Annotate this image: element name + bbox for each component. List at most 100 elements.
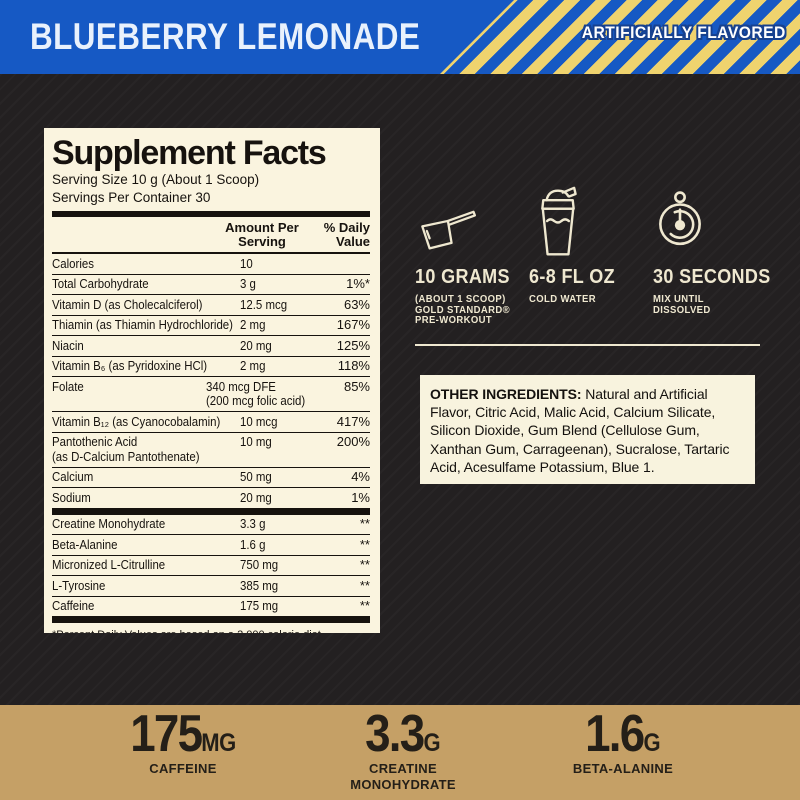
facts-table-row: Pantothenic Acid (as D-Calcium Pantothena… [52,431,370,467]
creatine-unit: G [423,729,441,757]
timer-icon [653,184,765,260]
nutrient-daily-value: 118% [337,358,370,373]
creatine-amount: 3.3 [365,705,425,763]
caffeine-amount: 175 [130,705,203,763]
facts-table-row: Calories 10 [52,254,370,274]
seconds-title: 30 SECONDS [653,266,771,288]
nutrient-amount: 50 mg [240,469,272,484]
stat-creatine: 3.3G CREATINE MONOHYDRATE [293,705,513,800]
nutrient-daily-value: ** [359,516,370,531]
nutrient-name: Niacin [52,337,84,353]
nutrient-amount: 10 mcg [240,413,278,429]
instruction-water: 6-8 FL OZ COLD WATER [529,184,653,327]
beta-alanine-label: BETA-ALANINE [572,761,674,776]
instruction-scoop: 10 GRAMS (ABOUT 1 SCOOP) GOLD STANDARD® … [415,184,529,327]
stat-beta-alanine: 1.6G BETA-ALANINE [513,705,733,800]
facts-table-row: Folate 340 mcg DFE (200 mcg folic acid) 8… [52,376,370,411]
nutrient-name: Micronized L-Citrulline [52,557,166,572]
facts-table-row: Thiamin (as Thiamin Hydrochloride) 2 mg … [52,314,370,336]
facts-table-row: Micronized L-Citrulline 750 mg ** [52,554,370,576]
section-divider-bar [52,507,370,515]
supplement-facts-panel: Supplement Facts Serving Size 10 g (Abou… [44,128,380,633]
facts-table-row: Calcium 50 mg 4% [52,466,370,488]
facts-table-row: Total Carbohydrate 3 g 1%* [52,273,370,295]
creatine-label: CREATINE MONOHYDRATE [350,761,456,792]
section-divider-bar [52,616,370,623]
nutrient-amount: 20 mg [240,337,272,353]
fluid-oz-subtitle: COLD WATER [529,294,596,305]
nutrient-daily-value: 125% [336,337,370,353]
nutrient-amount: 10 mg [240,434,272,449]
facts-table-row: Vitamin B₁₂ (as Cyanocobalamin) 10 mcg 4… [52,411,370,432]
artificially-flavored-label: ARTIFICIALLY FLAVORED [581,23,786,42]
other-ingredients-text: Natural and Artificial Flavor, Citric Ac… [430,386,730,475]
amount-per-serving-header: Amount Per Serving [225,220,299,249]
caffeine-label: CAFFEINE [149,761,217,776]
facts-footnotes: *Percent Daily Values are based on a 2,0… [52,623,370,633]
facts-table-header: Amount Per Serving % Daily Value [52,217,370,254]
nutrient-name: Calories [52,255,94,271]
shaker-bottle-icon [529,184,653,260]
dark-section: Supplement Facts Serving Size 10 g (Abou… [0,74,800,705]
footnote-daily-values: *Percent Daily Values are based on a 2,0… [52,628,370,633]
facts-table-row: Sodium 20 mg 1% [52,487,370,508]
flavor-name: BLUEBERRY LEMONADE [30,16,421,57]
nutrient-name: Thiamin (as Thiamin Hydrochloride) [52,317,233,332]
stat-caffeine: 175MG CAFFEINE [73,705,293,800]
nutrient-name: Vitamin B₆ (as Pyridoxine HCl) [52,358,208,373]
nutrient-amount: 10 [240,255,253,271]
nutrient-daily-value: ** [359,536,370,552]
nutrient-name: Pantothenic Acid (as D-Calcium Pantothena… [52,434,240,464]
servings-per-container: Servings Per Container 30 [52,190,211,205]
nutrient-name: Folate [52,378,84,394]
facts-table-row: Vitamin B₆ (as Pyridoxine HCl) 2 mg 118% [52,355,370,377]
nutrient-name: Vitamin B₁₂ (as Cyanocobalamin) [52,413,221,429]
grams-subtitle: (ABOUT 1 SCOOP) GOLD STANDARD® PRE-WORKO… [415,294,510,326]
nutrient-name: Calcium [52,469,94,484]
horizontal-divider [415,344,760,346]
nutrient-name: Creatine Monohydrate [52,516,166,531]
nutrient-name: Beta-Alanine [52,536,118,552]
scoop-icon [415,184,529,260]
nutrient-daily-value: ** [359,557,370,572]
nutrient-daily-value: 417% [336,413,370,429]
nutrient-daily-value: 85% [343,378,370,394]
serving-size: Serving Size 10 g (About 1 Scoop) [52,172,260,187]
nutrient-daily-value: 4% [351,469,370,484]
nutrient-amount: 2 mg [240,317,266,332]
caffeine-unit: MG [201,729,236,757]
nutrient-amount: 1.6 g [240,536,266,552]
nutrient-amount: 175 mg [240,598,279,613]
facts-table-row: Creatine Monohydrate 3.3 g ** [52,515,370,535]
usage-instructions: 10 GRAMS (ABOUT 1 SCOOP) GOLD STANDARD® … [415,184,771,327]
facts-table-row: Beta-Alanine 1.6 g ** [52,534,370,555]
instruction-mix: 30 SECONDS MIX UNTIL DISSOLVED [653,184,771,327]
nutrient-daily-value: 200% [336,434,370,449]
nutrient-amount: 340 mcg DFE (200 mcg folic acid) [206,379,319,409]
nutrient-name: L-Tyrosine [52,577,106,593]
nutrient-name: Sodium [52,489,91,505]
nutrient-daily-value: 167% [336,317,370,332]
nutrient-amount: 3.3 g [240,516,266,531]
other-ingredients-label: OTHER INGREDIENTS: [430,386,582,402]
nutrient-name: Vitamin D (as Cholecalciferol) [52,296,203,312]
seconds-subtitle: MIX UNTIL DISSOLVED [653,294,711,316]
nutrient-daily-value: ** [359,577,370,593]
nutrient-amount: 2 mg [240,358,266,373]
other-ingredients-box: OTHER INGREDIENTS: Natural and Artificia… [420,375,755,484]
key-stats-band: 175MG CAFFEINE 3.3G CREATINE MONOHYDRATE… [0,705,800,800]
facts-table-row: Vitamin D (as Cholecalciferol) 12.5 mcg … [52,294,370,315]
nutrient-daily-value: 1% [351,489,370,505]
facts-table-row: Niacin 20 mg 125% [52,335,370,356]
facts-table-body: Calories 10 Total Carbohydrate 3 g 1%* V… [52,254,370,616]
section-divider-bar [52,211,370,217]
nutrient-amount: 12.5 mcg [240,296,288,312]
facts-table-row: L-Tyrosine 385 mg ** [52,575,370,596]
supplement-facts-title: Supplement Facts [52,134,327,172]
flavor-banner: BLUEBERRY LEMONADE ARTIFICIALLY FLAVORED [0,0,800,74]
grams-title: 10 GRAMS [415,266,510,288]
nutrient-amount-line2: (200 mcg folic acid) [206,393,306,408]
nutrient-daily-value: 63% [343,296,370,312]
nutrient-name: Caffeine [52,598,95,613]
